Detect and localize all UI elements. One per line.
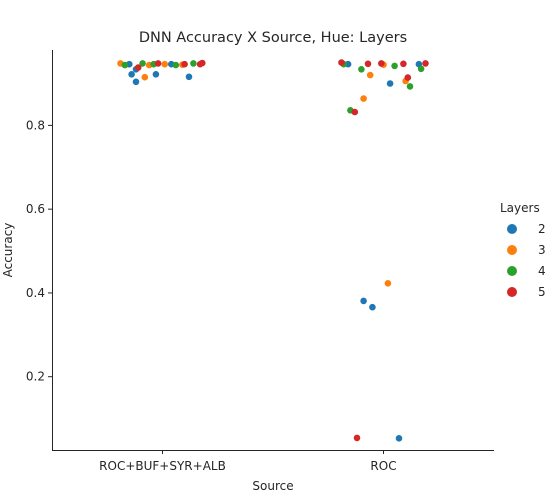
data-point-layers-5 — [353, 434, 361, 442]
data-point-layers-5 — [154, 60, 162, 67]
data-point-layers-4 — [417, 65, 425, 73]
data-point-layers-2 — [386, 80, 394, 87]
legend-marker — [507, 287, 517, 297]
data-point-layers-4 — [406, 83, 414, 90]
legend-marker — [507, 224, 517, 234]
data-point-layers-5 — [181, 60, 188, 68]
data-point-layers-2 — [185, 73, 193, 81]
data-point-layers-2 — [128, 71, 135, 78]
data-point-layers-4 — [139, 60, 146, 67]
data-point-layers-5 — [404, 74, 412, 81]
y-tick-label: 0.8 — [26, 118, 45, 132]
legend-title: Layers — [500, 201, 540, 215]
data-points — [117, 59, 429, 442]
x-tick-label: ROC — [370, 459, 396, 473]
y-tick-label: 0.2 — [26, 370, 45, 384]
data-point-layers-5 — [422, 60, 429, 67]
data-point-layers-4 — [190, 60, 197, 67]
y-axis-title: Accuracy — [1, 223, 15, 278]
x-axis-title: Source — [252, 479, 293, 493]
legend-label: 4 — [538, 264, 546, 278]
data-point-layers-5 — [378, 60, 385, 67]
data-point-layers-3 — [366, 71, 374, 79]
data-point-layers-5 — [134, 64, 142, 71]
data-point-layers-3 — [161, 60, 168, 68]
legend: Layers 2 3 4 5 — [500, 201, 546, 299]
data-point-layers-4 — [121, 61, 129, 69]
data-point-layers-2 — [360, 297, 367, 305]
legend-marker — [507, 266, 517, 276]
data-point-layers-5 — [351, 108, 359, 116]
x-ticks: ROC+BUF+SYR+ALB ROC — [99, 450, 397, 473]
data-point-layers-3 — [384, 280, 392, 287]
data-point-layers-5 — [400, 60, 407, 68]
data-point-layers-5 — [196, 60, 204, 68]
data-point-layers-2 — [395, 435, 403, 442]
data-point-layers-4 — [391, 62, 398, 70]
y-ticks: 0.2 0.4 0.6 0.8 — [26, 118, 52, 384]
y-tick-label: 0.4 — [26, 286, 45, 300]
data-point-layers-4 — [172, 61, 180, 69]
plot-area: 0.2 0.4 0.6 0.8 ROC+BUF+SYR+ALB ROC — [26, 50, 494, 473]
legend-label: 5 — [538, 285, 546, 299]
legend-label: 2 — [538, 222, 546, 236]
x-tick-label: ROC+BUF+SYR+ALB — [99, 459, 226, 473]
data-point-layers-2 — [152, 71, 160, 78]
legend-marker — [507, 245, 517, 255]
data-point-layers-3 — [141, 73, 149, 81]
data-point-layers-5 — [364, 60, 372, 68]
data-point-layers-2 — [132, 78, 140, 86]
legend-label: 3 — [538, 243, 546, 257]
chart-title: DNN Accuracy X Source, Hue: Layers — [139, 30, 407, 46]
data-point-layers-4 — [358, 66, 365, 73]
legend-items: 2 3 4 5 — [507, 222, 546, 299]
data-point-layers-2 — [369, 303, 376, 311]
data-point-layers-3 — [360, 95, 367, 102]
data-point-layers-5 — [338, 59, 345, 66]
y-tick-label: 0.6 — [26, 202, 45, 216]
